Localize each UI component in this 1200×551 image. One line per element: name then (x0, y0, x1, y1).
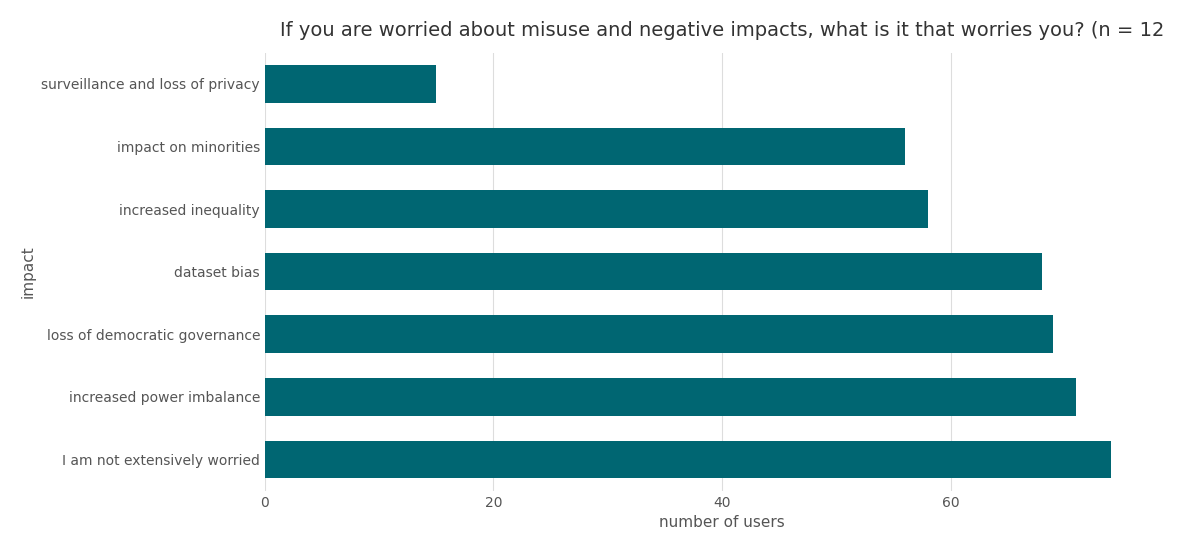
Bar (265, 316, 1054, 353)
Bar (265, 65, 437, 102)
Y-axis label: impact: impact (20, 245, 36, 298)
Title: If you are worried about misuse and negative impacts, what is it that worries yo: If you are worried about misuse and nega… (280, 21, 1164, 40)
Bar (265, 128, 905, 165)
Bar (265, 253, 1042, 290)
Bar (265, 441, 1110, 478)
Bar (265, 378, 1076, 415)
X-axis label: number of users: number of users (659, 515, 785, 530)
Bar (265, 190, 928, 228)
